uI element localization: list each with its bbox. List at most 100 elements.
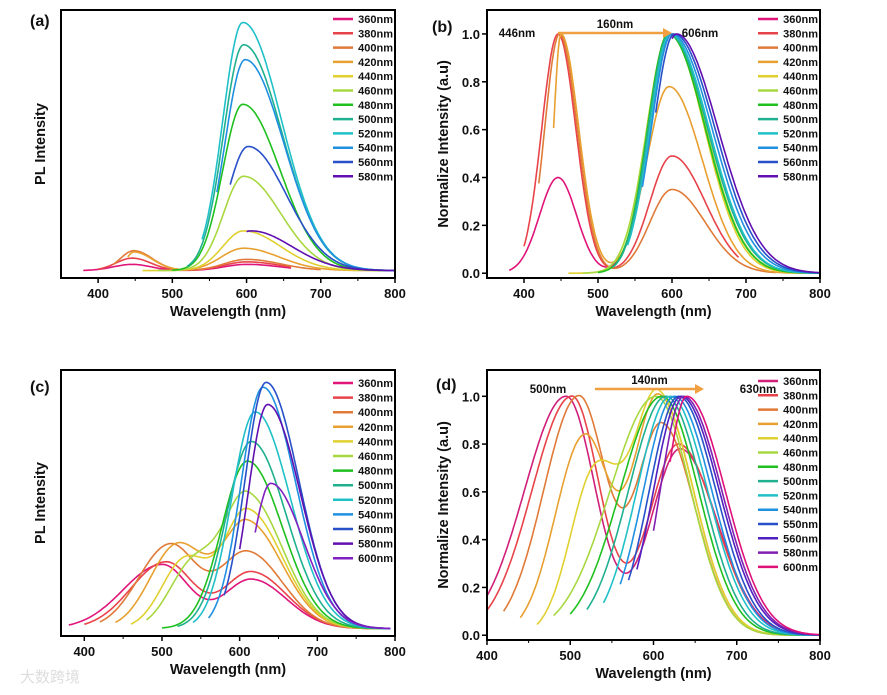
series-line-520nm xyxy=(626,33,820,274)
legend-label: 380nm xyxy=(783,390,818,402)
legend-label: 360nm xyxy=(783,14,818,26)
y-tick-label: 1.0 xyxy=(462,27,480,42)
series-line-420nm xyxy=(114,518,391,630)
legend-label: 580nm xyxy=(783,548,818,560)
y-tick-label: 0.6 xyxy=(462,123,480,138)
annotation-end-label: 630nm xyxy=(740,384,776,396)
legend-label: 400nm xyxy=(783,405,818,417)
legend-label: 480nm xyxy=(358,466,393,478)
shift-annotation: 446nm 160nm 606nm xyxy=(499,19,718,40)
y-tick-label: 0.2 xyxy=(462,580,480,595)
legend-label: 560nm xyxy=(783,533,818,545)
y-tick-label: 0.0 xyxy=(462,628,480,643)
x-tick-label: 500 xyxy=(151,644,173,659)
series-line-440nm xyxy=(142,230,395,272)
legend-label: 420nm xyxy=(358,57,393,69)
series-line-540nm xyxy=(619,395,820,636)
y-tick-label: 0.0 xyxy=(462,266,480,281)
legend-label: 420nm xyxy=(783,419,818,431)
panel-c: 400 500 600 700 800 Wavelength (nm) PL Intensi… xyxy=(30,369,406,678)
legend-label: 480nm xyxy=(783,462,818,474)
y-tick-label: 0.2 xyxy=(462,218,480,233)
series-line-560nm xyxy=(636,395,821,636)
x-tick-label: 700 xyxy=(306,644,328,659)
series-line-540nm xyxy=(641,33,821,274)
x-tick-label: 400 xyxy=(87,286,109,301)
x-tick-label: 600 xyxy=(661,286,683,301)
series-line-420nm xyxy=(552,32,806,274)
x-axis-label: Wavelength (nm) xyxy=(595,666,711,682)
x-tick-label: 500 xyxy=(559,648,581,663)
legend-label: 400nm xyxy=(358,407,393,419)
series-line-500nm xyxy=(177,440,391,630)
legend-label: 600nm xyxy=(783,562,818,574)
panel-label: (c) xyxy=(30,379,50,396)
series-line-550nm xyxy=(627,395,820,636)
legend-label: 540nm xyxy=(358,143,393,155)
arrow-head-icon xyxy=(663,28,672,38)
series-line-600nm xyxy=(254,482,391,630)
x-axis-label: Wavelength (nm) xyxy=(595,304,711,320)
legend: 360nm 380nm 400nm 420nm 440nm 460nm 480nm 500nm… xyxy=(333,378,393,565)
x-tick-label: 600 xyxy=(236,286,258,301)
legend-label: 420nm xyxy=(783,57,818,69)
series-line-360nm xyxy=(486,395,820,636)
legend-label: 500nm xyxy=(358,480,393,492)
y-tick-label: 0.4 xyxy=(462,533,481,548)
series-line-560nm xyxy=(654,33,820,274)
legend-label: 580nm xyxy=(783,171,818,183)
legend-label: 500nm xyxy=(783,114,818,126)
legend-label: 500nm xyxy=(783,476,818,488)
series-line-580nm xyxy=(652,395,821,636)
series-line-600nm xyxy=(669,395,821,636)
legend-label: 460nm xyxy=(783,448,818,460)
x-tick-label: 400 xyxy=(513,286,535,301)
legend-label: 600nm xyxy=(358,553,393,565)
series-line-480nm xyxy=(161,460,391,630)
panel-d: 400 500 600 700 800 0.0 0.2 0.4 0.6 0.8 1.0 Wavelen… xyxy=(436,369,831,682)
legend-label: 480nm xyxy=(783,100,818,112)
x-tick-label: 800 xyxy=(809,648,831,663)
series-line-460nm xyxy=(553,395,820,636)
legend-label: 440nm xyxy=(783,71,818,83)
legend: 360nm 380nm 400nm 420nm 440nm 460nm 480nm 500nm… xyxy=(333,14,393,183)
panel-label: (b) xyxy=(432,19,452,36)
plot-frame xyxy=(60,369,396,637)
legend-label: 540nm xyxy=(358,509,393,521)
legend-label: 520nm xyxy=(783,128,818,140)
x-tick-label: 600 xyxy=(229,644,251,659)
x-tick-label: 600 xyxy=(643,648,665,663)
legend-label: 440nm xyxy=(358,436,393,448)
y-tick-label: 0.8 xyxy=(462,437,480,452)
legend-label: 400nm xyxy=(358,43,393,55)
x-tick-label: 800 xyxy=(384,286,406,301)
y-tick-label: 1.0 xyxy=(462,389,480,404)
series-group xyxy=(68,381,391,630)
panel-a: 400 500 600 700 800 Wavelength (nm) PL Intensi… xyxy=(30,9,406,320)
legend-label: 560nm xyxy=(358,157,393,169)
x-tick-label: 700 xyxy=(735,286,757,301)
legend-label: 540nm xyxy=(783,505,818,517)
legend-label: 540nm xyxy=(783,143,818,155)
plot-frame xyxy=(60,9,396,279)
legend-label: 580nm xyxy=(358,539,393,551)
legend-label: 380nm xyxy=(783,28,818,40)
legend-label: 520nm xyxy=(358,128,393,140)
y-axis-label: PL Intensity xyxy=(33,462,49,544)
legend-label: 460nm xyxy=(783,86,818,98)
x-tick-label: 400 xyxy=(476,648,498,663)
x-tick-label: 700 xyxy=(310,286,332,301)
legend-label: 380nm xyxy=(358,28,393,40)
y-axis-label: Normalize Intensity (a.u) xyxy=(436,60,452,228)
x-axis-label: Wavelength (nm) xyxy=(170,662,286,678)
y-tick-label: 0.8 xyxy=(462,75,480,90)
series-group xyxy=(486,388,821,636)
legend-label: 520nm xyxy=(358,495,393,507)
legend: 360nm 380nm 400nm 420nm 440nm 460nm 480nm 500nm… xyxy=(758,14,818,183)
legend-label: 560nm xyxy=(358,524,393,536)
legend-label: 520nm xyxy=(783,490,818,502)
panel-label: (a) xyxy=(30,13,50,30)
legend-label: 360nm xyxy=(783,376,818,388)
legend-label: 460nm xyxy=(358,86,393,98)
